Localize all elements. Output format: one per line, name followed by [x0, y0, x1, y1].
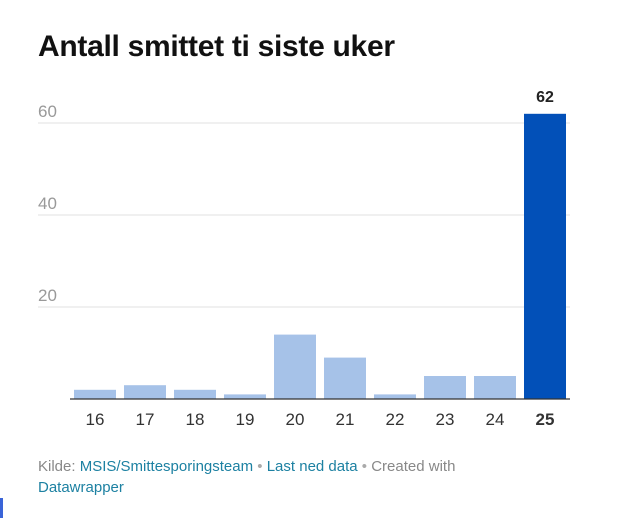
- x-tick-label-21: 21: [336, 410, 355, 429]
- bar-week-21[interactable]: [324, 357, 366, 399]
- chart-title: Antall smittet ti siste uker: [38, 30, 395, 63]
- bar-week-19[interactable]: [224, 394, 266, 399]
- bar-week-16[interactable]: [74, 389, 116, 399]
- bar-week-23[interactable]: [424, 376, 466, 399]
- footer-separator: •: [357, 458, 372, 475]
- bar-week-17[interactable]: [124, 385, 166, 399]
- x-tick-label-25: 25: [536, 410, 555, 429]
- x-tick-label-19: 19: [236, 410, 255, 429]
- bar-week-18[interactable]: [174, 389, 216, 399]
- page-edge-marker: [0, 498, 3, 518]
- x-tick-label-22: 22: [386, 410, 405, 429]
- created-with-text: Created with: [371, 458, 456, 475]
- datawrapper-link[interactable]: Datawrapper: [38, 479, 124, 496]
- chart-footer: Kilde: MSIS/Smittesporingsteam • Last ne…: [38, 456, 538, 498]
- x-tick-label-16: 16: [86, 410, 105, 429]
- x-tick-label-17: 17: [136, 410, 155, 429]
- x-tick-label-18: 18: [186, 410, 205, 429]
- bar-week-22[interactable]: [374, 394, 416, 399]
- bar-chart: 20 40 60 16 17 18 19 20 21 22 23 24 25 62: [38, 89, 570, 429]
- y-tick-label-40: 40: [38, 194, 57, 213]
- x-tick-label-23: 23: [436, 410, 455, 429]
- bar-week-24[interactable]: [474, 376, 516, 399]
- y-tick-label-20: 20: [38, 286, 57, 305]
- x-tick-label-24: 24: [486, 410, 505, 429]
- bar-week-20[interactable]: [274, 334, 316, 399]
- source-prefix: Kilde:: [38, 458, 80, 475]
- y-tick-label-60: 60: [38, 102, 57, 121]
- download-data-link[interactable]: Last ned data: [266, 458, 358, 475]
- source-link[interactable]: MSIS/Smittesporingsteam: [79, 458, 254, 475]
- data-label-week-25: 62: [536, 89, 554, 106]
- x-tick-label-20: 20: [286, 410, 305, 429]
- bar-week-25[interactable]: [524, 113, 566, 400]
- footer-separator: •: [253, 458, 267, 475]
